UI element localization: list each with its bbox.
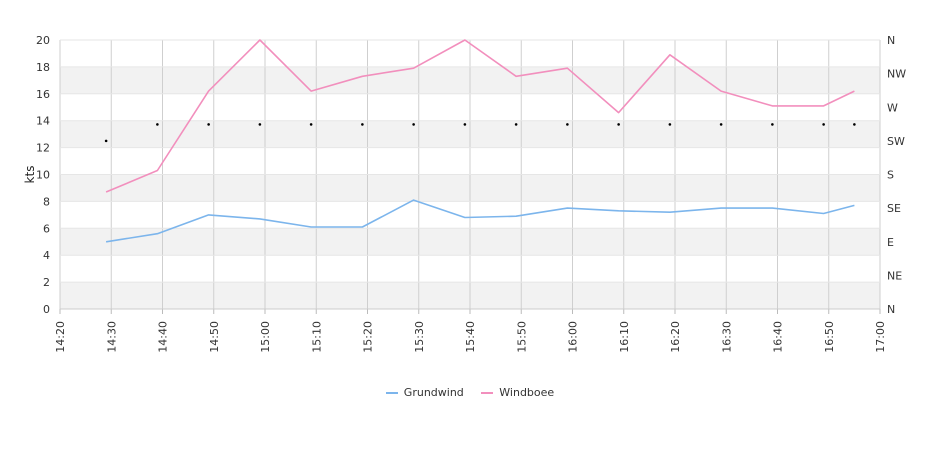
x-tick-label: 15:00 [259, 321, 272, 353]
direction-marker [822, 123, 825, 126]
x-tick-label: 16:40 [772, 321, 785, 353]
direction-tick-label: E [887, 236, 894, 249]
series-line-grundwind [105, 199, 855, 243]
direction-marker [566, 123, 569, 126]
direction-marker [361, 123, 364, 126]
direction-marker [853, 123, 856, 126]
y-tick-label: 2 [43, 276, 50, 289]
direction-markers [104, 123, 856, 143]
direction-marker [104, 139, 108, 143]
y-axis-title: kts [23, 166, 37, 184]
y-axis-ticks: 0 2 4 6 8 10 12 14 16 18 20 [36, 34, 50, 316]
y-tick-label: 10 [36, 169, 50, 182]
direction-tick-label: W [887, 101, 898, 114]
x-tick-label: 15:40 [464, 321, 477, 353]
series-line-windboee [105, 39, 855, 193]
y-tick-label: 18 [36, 61, 50, 74]
x-tick-label: 16:50 [823, 321, 836, 353]
x-tick-label: 14:20 [54, 321, 67, 353]
y-tick-label: 0 [43, 303, 50, 316]
y-tick-label: 20 [36, 34, 50, 47]
direction-tick-label: SW [887, 135, 905, 148]
direction-marker [514, 123, 518, 126]
y-tick-label: 16 [36, 88, 50, 101]
direction-marker [207, 123, 210, 126]
x-axis-ticks: 14:20 14:30 14:40 14:50 15:00 15:10 15:20 15:30… [54, 308, 887, 353]
x-tick-label: 16:20 [669, 321, 682, 353]
direction-marker [719, 123, 723, 126]
direction-tick-label: N [887, 34, 895, 47]
direction-marker [156, 123, 159, 126]
direction-marker [463, 123, 467, 126]
direction-marker [309, 123, 313, 126]
direction-tick-label: N [887, 303, 895, 316]
x-tick-label: 16:00 [567, 321, 580, 353]
x-tick-label: 14:40 [157, 321, 170, 353]
legend-label-windboee: Windboee [499, 386, 555, 399]
y-tick-label: 12 [36, 142, 50, 155]
direction-marker [412, 123, 415, 126]
series-lines [105, 39, 855, 243]
direction-marker [771, 123, 774, 126]
direction-marker [617, 123, 620, 126]
x-tick-label: 14:30 [105, 321, 118, 353]
legend-label-grundwind: Grundwind [403, 386, 464, 399]
legend-swatch-grundwind [385, 392, 398, 394]
legend-swatch-windboee [481, 392, 494, 394]
direction-tick-label: NE [887, 269, 902, 282]
x-tick-label: 14:50 [208, 321, 221, 353]
x-tick-label: 15:30 [413, 321, 426, 353]
direction-marker [668, 123, 672, 126]
y-tick-label: 14 [36, 115, 50, 128]
direction-tick-label: SE [887, 202, 901, 215]
direction-marker [258, 123, 262, 126]
y-tick-label: 8 [43, 195, 50, 208]
x-tick-label: 15:10 [310, 321, 323, 353]
x-tick-label: 15:50 [515, 321, 528, 353]
y-tick-label: 6 [43, 222, 50, 235]
direction-tick-label: NW [887, 68, 906, 81]
direction-axis-ticks: N NE E SE S SW W NW N [887, 34, 906, 316]
direction-tick-label: S [887, 169, 894, 182]
legend-item-windboee[interactable]: Windboee [481, 386, 554, 399]
x-tick-label: 15:20 [362, 321, 375, 353]
x-tick-label: 16:10 [618, 321, 631, 353]
x-tick-label: 16:30 [720, 321, 733, 353]
legend-item-grundwind[interactable]: Grundwind [385, 386, 464, 399]
x-tick-label: 17:00 [874, 321, 887, 353]
legend: Grundwind Windboee [0, 386, 940, 399]
y-tick-label: 4 [43, 249, 50, 262]
